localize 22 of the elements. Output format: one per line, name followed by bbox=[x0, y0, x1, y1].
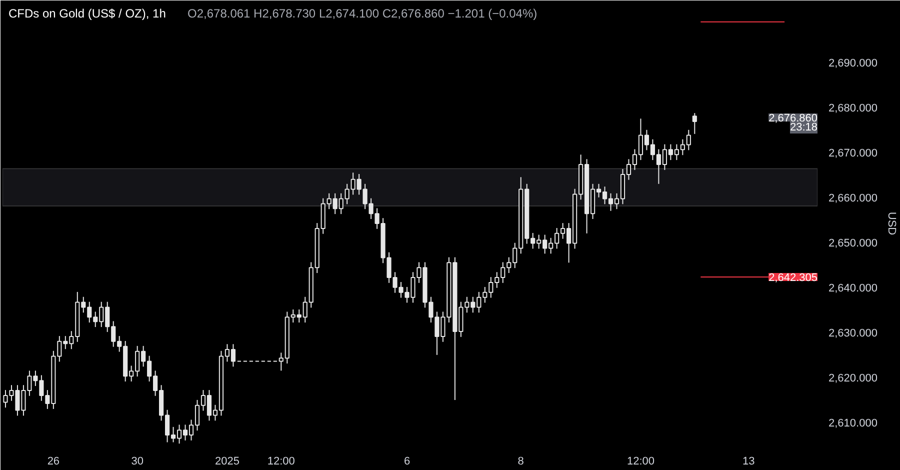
y-axis-title: USD bbox=[885, 212, 898, 236]
y-tick-label: 2,690.000 bbox=[828, 57, 878, 70]
y-tick-label: 2,630.000 bbox=[828, 327, 878, 340]
x-tick-label: 2025 bbox=[214, 456, 240, 468]
x-tick-label: 12:00 bbox=[267, 456, 295, 468]
chart-subtitle: O2,678.061 H2,678.730 L2,674.100 C2,676.860 −1.201 (−0.04%) bbox=[188, 6, 538, 20]
x-tick-label: 8 bbox=[518, 456, 524, 468]
x-tick-label: 6 bbox=[404, 456, 410, 468]
y-tick-label: 2,620.000 bbox=[828, 372, 878, 384]
candlestick bbox=[692, 112, 697, 134]
y-tick-label: 2,660.000 bbox=[828, 192, 878, 204]
y-tick-label: 2,650.000 bbox=[828, 237, 878, 250]
x-tick-label: 30 bbox=[131, 456, 144, 468]
y-tick-label: 2,680.000 bbox=[828, 102, 878, 114]
y-tick-label: 2,640.000 bbox=[828, 282, 878, 294]
y-tick-label: 2,670.000 bbox=[828, 147, 878, 160]
y-tick-label: 2,610.000 bbox=[828, 417, 878, 430]
x-tick-label: 12:00 bbox=[626, 456, 654, 468]
chart-title: CFDs on Gold (US$ / OZ), 1h bbox=[8, 6, 166, 20]
x-tick-label: 26 bbox=[47, 456, 60, 468]
x-tick-label: 13 bbox=[742, 456, 755, 468]
annotation: 23:18 bbox=[790, 122, 818, 134]
